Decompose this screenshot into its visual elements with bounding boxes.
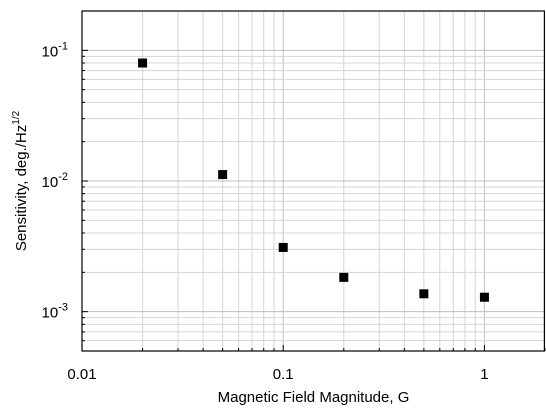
- x-tick-label: 1: [480, 366, 488, 383]
- y-axis-title-superscript: 1/2: [11, 110, 22, 124]
- y-tick-label: 10-2: [42, 171, 68, 191]
- x-tick-label: 0.1: [273, 366, 294, 383]
- y-tick-label: 10-1: [42, 40, 68, 60]
- y-tick-label-exponent: -3: [58, 302, 68, 314]
- axis-ticks: [81, 10, 546, 352]
- data-point: [138, 58, 148, 68]
- data-point: [218, 170, 228, 180]
- y-axis-title: Sensitivity, deg./Hz1/2: [11, 110, 30, 251]
- y-tick-label-base: 10: [42, 305, 59, 322]
- y-tick-label: 10-3: [42, 302, 68, 322]
- x-axis-title: Magnetic Field Magnitude, G: [218, 389, 410, 406]
- data-points: [138, 58, 489, 302]
- y-tick-labels: 10-310-210-1: [42, 40, 68, 321]
- data-point: [479, 292, 489, 302]
- y-tick-label-base: 10: [42, 43, 59, 60]
- data-point: [339, 272, 349, 282]
- y-tick-label-exponent: -1: [58, 40, 68, 52]
- data-point: [419, 289, 429, 299]
- grid: [82, 11, 545, 351]
- x-tick-labels: 0.01 0.1 1: [67, 366, 488, 383]
- data-point: [278, 242, 288, 252]
- x-tick-label: 0.01: [67, 366, 96, 383]
- y-tick-label-exponent: -2: [58, 171, 68, 183]
- y-axis-title-main: Sensitivity, deg./Hz: [13, 125, 30, 251]
- y-tick-label-base: 10: [42, 174, 59, 191]
